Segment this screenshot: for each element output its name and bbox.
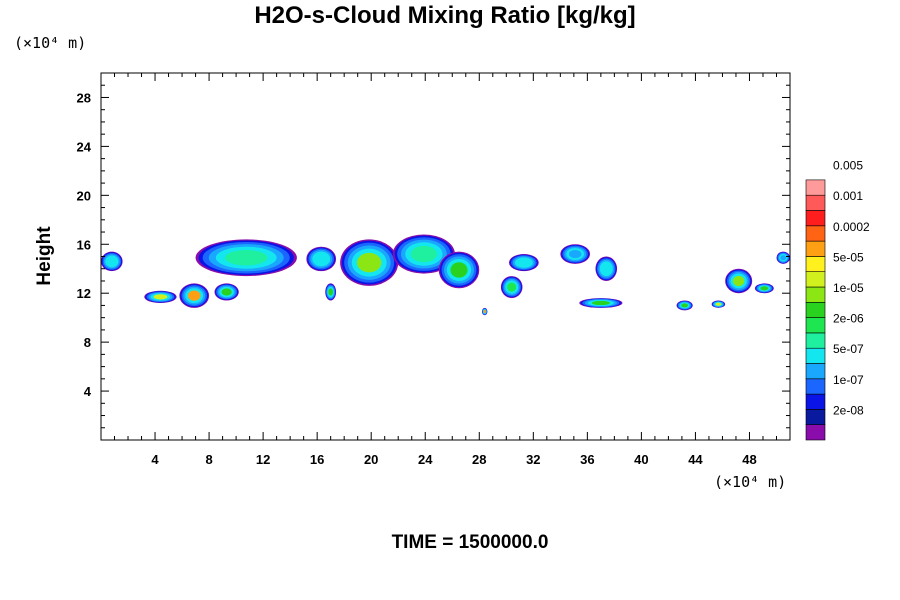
colorbar-swatch bbox=[805, 332, 826, 349]
x-tick-label: 36 bbox=[580, 452, 594, 467]
cloud-contour bbox=[356, 252, 382, 273]
colorbar-swatch bbox=[805, 210, 826, 227]
x-tick-label: 12 bbox=[256, 452, 270, 467]
colorbar-swatch bbox=[805, 225, 826, 242]
cloud-contour bbox=[107, 257, 117, 266]
x-tick-label: 40 bbox=[634, 452, 648, 467]
x-tick-label: 4 bbox=[151, 452, 159, 467]
cloud-contour bbox=[681, 303, 689, 308]
colorbar-swatch bbox=[805, 286, 826, 303]
colorbar-swatch bbox=[805, 301, 826, 318]
x-tick-label: 48 bbox=[742, 452, 756, 467]
cloud-contour bbox=[153, 294, 168, 300]
cloud-contour bbox=[780, 255, 787, 261]
cloud-contour bbox=[224, 250, 268, 266]
cloud-contour bbox=[187, 290, 201, 301]
time-label: TIME = 1500000.0 bbox=[391, 532, 549, 553]
colorbar-label: 2e-08 bbox=[833, 403, 864, 417]
y-tick-label: 24 bbox=[77, 139, 92, 154]
x-tick-label: 16 bbox=[310, 452, 324, 467]
x-tick-label: 20 bbox=[364, 452, 378, 467]
cloud-contour bbox=[483, 310, 486, 314]
colorbar-swatch bbox=[805, 378, 826, 395]
colorbar-label: 0.005 bbox=[833, 159, 863, 173]
cloud-contour bbox=[591, 300, 610, 306]
y-tick-label: 12 bbox=[77, 286, 91, 301]
cloud-field bbox=[101, 234, 790, 316]
colorbar-swatch bbox=[805, 363, 826, 380]
colorbar-swatch bbox=[805, 194, 826, 211]
colorbar-label: 1e-05 bbox=[833, 281, 864, 295]
x-tick-label: 32 bbox=[526, 452, 540, 467]
colorbar-swatch bbox=[805, 256, 826, 272]
x-tick-label: 8 bbox=[205, 452, 212, 467]
x-tick-label: 24 bbox=[418, 452, 433, 467]
colorbar-swatch bbox=[805, 393, 826, 410]
colorbar-swatch bbox=[805, 347, 826, 364]
colorbar-swatch bbox=[805, 271, 826, 288]
colorbar-swatch bbox=[805, 424, 826, 441]
x-unit-label: (×10⁴ m) bbox=[714, 473, 787, 491]
y-axis-label: Height bbox=[34, 226, 55, 286]
cloud-contour bbox=[715, 302, 722, 306]
cloud-contour bbox=[328, 288, 333, 296]
cloud-contour bbox=[507, 282, 517, 292]
colorbar-label: 5e-07 bbox=[833, 342, 864, 356]
cloud-contour bbox=[760, 286, 769, 291]
colorbar-label: 5e-05 bbox=[833, 250, 864, 264]
colorbar-label: 0.0002 bbox=[833, 220, 870, 234]
y-tick-label: 16 bbox=[77, 237, 91, 252]
colorbar: 2e-08 1e-07 5e-07 2e-06 1e-05 5e-05 0.0002 0.00… bbox=[805, 159, 870, 441]
colorbar-swatch bbox=[805, 317, 826, 334]
cloud-contour bbox=[450, 262, 468, 278]
cloud-contour bbox=[410, 245, 437, 263]
cloud-contour bbox=[601, 263, 611, 274]
y-tick-label: 20 bbox=[77, 188, 91, 203]
colorbar-label: 0.001 bbox=[833, 189, 863, 203]
y-tick-label: 8 bbox=[84, 335, 91, 350]
chart-title: H2O-s-Cloud Mixing Ratio [kg/kg] bbox=[254, 2, 636, 29]
colorbar-swatch bbox=[805, 179, 826, 196]
cloud-contour bbox=[221, 288, 232, 296]
colorbar-swatch bbox=[805, 240, 826, 257]
y-unit-label: (×10⁴ m) bbox=[14, 34, 87, 52]
x-tick-label: 28 bbox=[472, 452, 486, 467]
colorbar-swatch bbox=[805, 409, 826, 425]
colorbar-label: 2e-06 bbox=[833, 312, 864, 326]
cloud-contour bbox=[314, 253, 328, 265]
colorbar-label: 1e-07 bbox=[833, 373, 864, 387]
cloud-contour bbox=[732, 275, 745, 287]
y-tick-label: 4 bbox=[84, 384, 92, 399]
cloud-contour bbox=[517, 259, 531, 267]
x-tick-label: 44 bbox=[688, 452, 703, 467]
cloud-contour bbox=[568, 249, 582, 259]
y-tick-label: 28 bbox=[77, 90, 91, 105]
